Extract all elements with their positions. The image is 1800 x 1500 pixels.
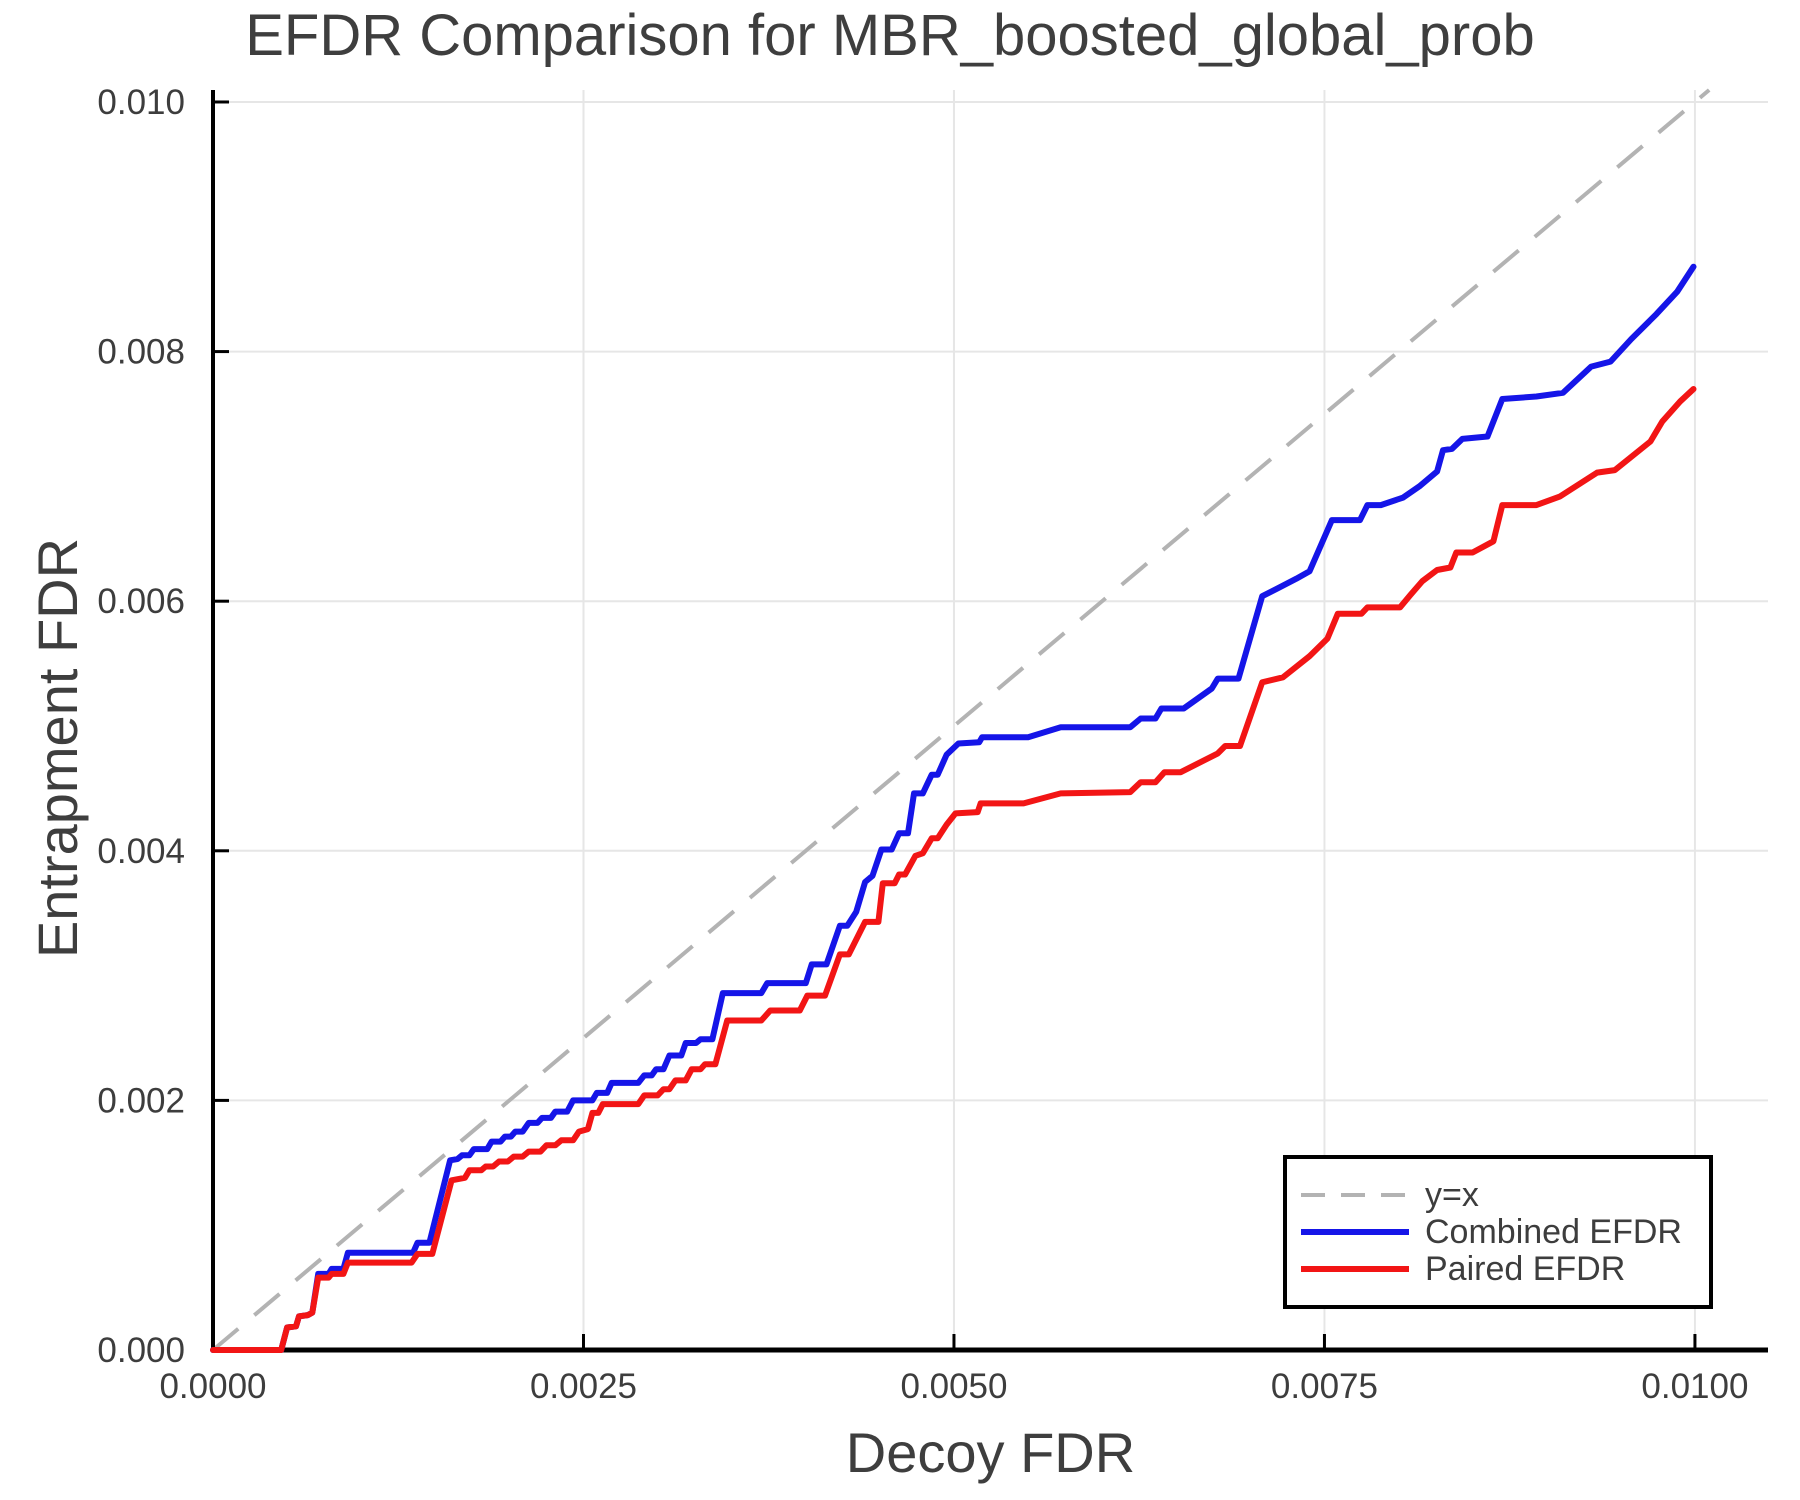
series-line-paired-efdr bbox=[210, 386, 1697, 1353]
y-tick-label: 0.002 bbox=[97, 1081, 185, 1120]
legend-item-y-equals-x: y=x bbox=[1299, 1175, 1709, 1214]
y-tick-label: 0.010 bbox=[97, 83, 185, 122]
chart-title: EFDR Comparison for MBR_boosted_global_p… bbox=[245, 3, 1535, 68]
y-tick-label: 0.004 bbox=[97, 832, 185, 871]
x-tick-label: 0.0100 bbox=[1641, 1367, 1748, 1406]
x-tick-label: 0.0000 bbox=[159, 1367, 266, 1406]
legend-blue-line-swatch bbox=[1301, 1229, 1409, 1235]
legend-label-y-equals-x: y=x bbox=[1425, 1175, 1479, 1214]
legend-label-paired-efdr: Paired EFDR bbox=[1425, 1249, 1626, 1288]
x-tick-label: 0.0050 bbox=[900, 1367, 1007, 1406]
y-tick-label: 0.000 bbox=[97, 1331, 185, 1370]
legend-dashed-line-swatch bbox=[1301, 1193, 1409, 1197]
y-tick-label: 0.006 bbox=[97, 582, 185, 621]
legend-red-line-swatch bbox=[1301, 1266, 1409, 1272]
reference-line-y-equals-x bbox=[211, 88, 1711, 1352]
legend-item-combined-efdr: Combined EFDR bbox=[1299, 1212, 1709, 1251]
x-tick-label: 0.0025 bbox=[530, 1367, 637, 1406]
legend-item-paired-efdr: Paired EFDR bbox=[1299, 1249, 1709, 1288]
y-tick-label: 0.008 bbox=[97, 333, 185, 372]
x-axis-label: Decoy FDR bbox=[845, 1421, 1136, 1484]
legend-label-combined-efdr: Combined EFDR bbox=[1425, 1212, 1682, 1251]
x-tick-label: 0.0075 bbox=[1271, 1367, 1378, 1406]
legend: y=x Combined EFDR Paired EFDR bbox=[1283, 1155, 1713, 1309]
series-line-combined-efdr bbox=[210, 263, 1697, 1353]
